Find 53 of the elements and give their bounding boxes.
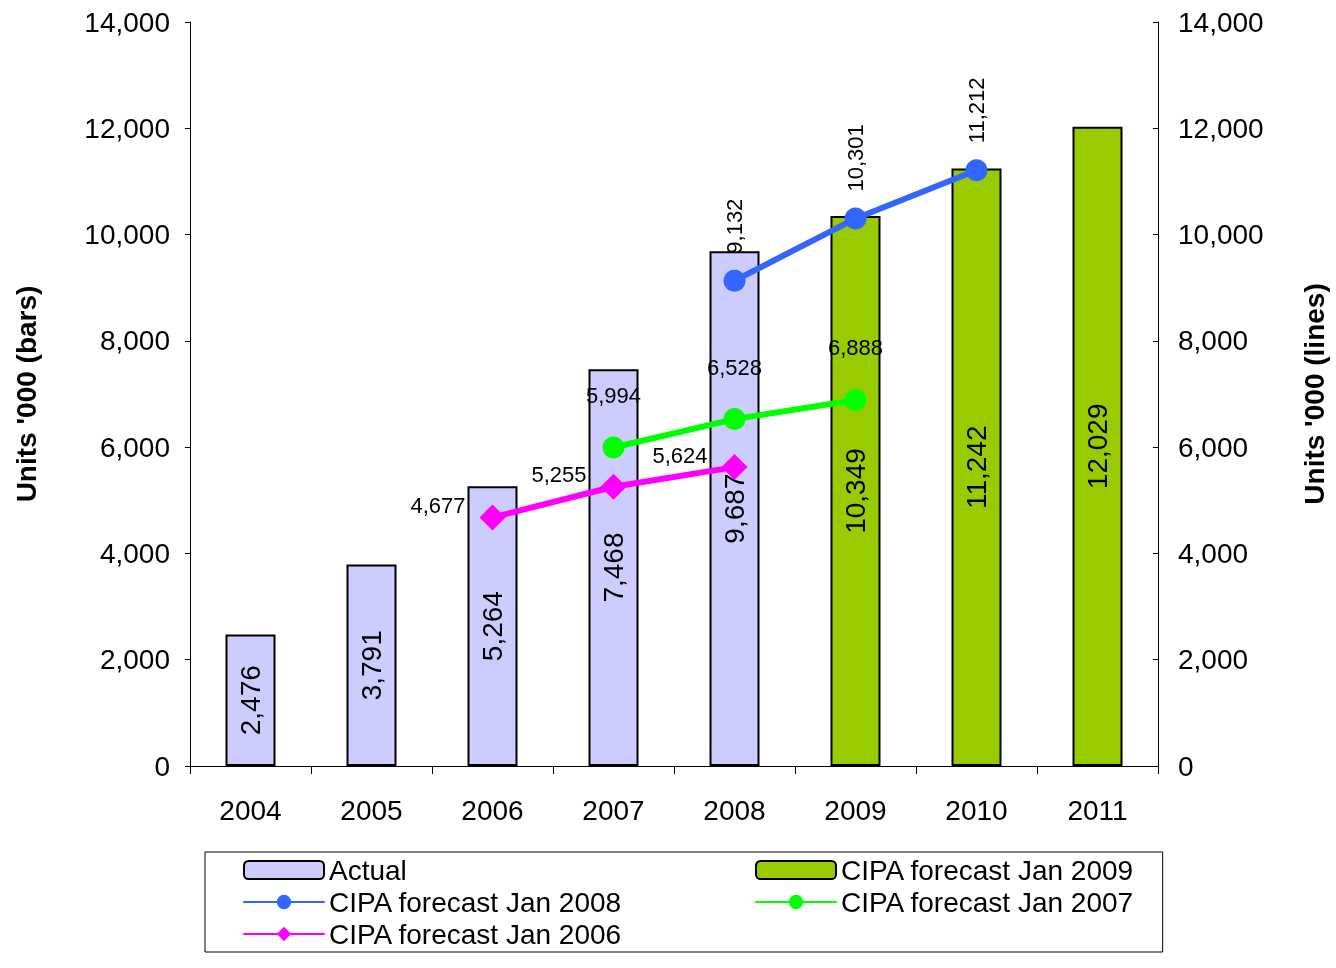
y-tick-label: 10,000 — [84, 219, 170, 251]
legend-label: Actual — [329, 854, 407, 886]
data-label: 7,468 — [598, 532, 629, 603]
y2-tick-label: 14,000 — [1178, 6, 1264, 38]
x-tick-label: 2011 — [1067, 794, 1128, 826]
data-label: 3,791 — [356, 630, 387, 701]
x-tick-label: 2006 — [461, 794, 524, 826]
data-label: 12,029 — [1082, 403, 1113, 490]
data-label: 11,242 — [961, 425, 992, 510]
data-label: 9,132 — [722, 198, 747, 254]
data-label: 5,624 — [652, 442, 708, 468]
data-label: 11,212 — [964, 77, 989, 144]
data-label: 5,255 — [531, 462, 587, 488]
y2-tick-label: 8,000 — [1178, 325, 1249, 357]
data-label: 4,677 — [410, 492, 466, 518]
data-label: 10,301 — [843, 124, 868, 192]
legend-label: CIPA forecast Jan 2008 — [329, 886, 622, 918]
data-label: 9,687 — [719, 473, 750, 544]
point — [844, 207, 867, 230]
y-tick-label: 14,000 — [84, 6, 170, 38]
data-label: 5,264 — [477, 591, 508, 662]
legend-label: CIPA forecast Jan 2006 — [329, 918, 622, 950]
point — [965, 159, 988, 182]
point — [602, 436, 625, 459]
y2-tick-label: 6,000 — [1178, 431, 1249, 463]
legend-label: CIPA forecast Jan 2007 — [841, 886, 1134, 918]
y-tick-label: 8,000 — [99, 325, 170, 357]
y-tick-label: 12,000 — [84, 112, 170, 144]
y-tick-label: 0 — [154, 750, 170, 782]
x-tick-label: 2005 — [340, 794, 403, 826]
point — [723, 408, 746, 431]
y-tick-label: 4,000 — [99, 537, 170, 569]
y2-tick-label: 0 — [1178, 750, 1194, 782]
x-tick-label: 2009 — [824, 794, 887, 826]
point — [479, 504, 506, 531]
y2-axis-title: Units '000 (lines) — [1298, 283, 1330, 505]
data-label: 10,349 — [840, 448, 871, 534]
legend-label: CIPA forecast Jan 2009 — [841, 854, 1134, 886]
y-tick-label: 6,000 — [99, 431, 170, 463]
point — [723, 269, 746, 292]
data-label: 2,476 — [235, 665, 266, 736]
y2-tick-label: 2,000 — [1178, 644, 1249, 676]
y2-tick-label: 12,000 — [1178, 112, 1264, 144]
y2-tick-label: 10,000 — [1178, 219, 1264, 251]
x-tick-label: 2008 — [703, 794, 766, 826]
point — [844, 388, 867, 411]
y-axis-title: Units '000 (bars) — [10, 285, 42, 503]
y2-tick-label: 4,000 — [1178, 537, 1249, 569]
x-tick-label: 2007 — [582, 794, 645, 826]
x-tick-label: 2004 — [219, 794, 282, 826]
point — [600, 473, 627, 500]
y-tick-label: 2,000 — [99, 644, 170, 676]
x-tick-label: 2010 — [945, 794, 1008, 826]
